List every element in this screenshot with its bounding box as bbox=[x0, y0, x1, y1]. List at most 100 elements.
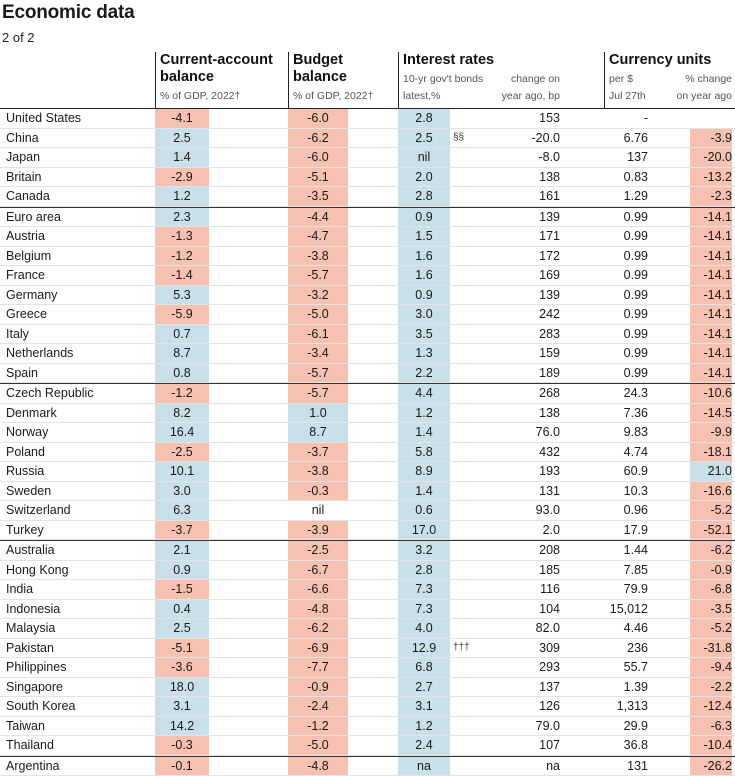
currency-per-dollar-cell: 60.9 bbox=[598, 462, 648, 481]
currency-per-dollar-cell: 24.3 bbox=[598, 384, 648, 403]
country-cell: Denmark bbox=[6, 404, 57, 423]
page-subtitle: 2 of 2 bbox=[2, 30, 35, 45]
current-account-cell: -2.5 bbox=[155, 443, 209, 462]
bond-yield-cell: 3.2 bbox=[398, 541, 450, 560]
bond-yield-cell: 3.1 bbox=[398, 697, 450, 716]
bond-yield-cell: 1.2 bbox=[398, 717, 450, 736]
current-account-cell: 8.7 bbox=[155, 344, 209, 363]
header-rule-current-account bbox=[155, 52, 156, 108]
currency-change-cell: -10.6 bbox=[690, 384, 732, 403]
bond-yield-cell: 0.9 bbox=[398, 286, 450, 305]
budget-balance-cell: -5.0 bbox=[288, 305, 348, 324]
budget-balance-cell: -4.4 bbox=[288, 208, 348, 227]
budget-balance-cell: -6.0 bbox=[288, 148, 348, 167]
currency-change-cell: -14.1 bbox=[690, 247, 732, 266]
currency-change-cell: -14.1 bbox=[690, 266, 732, 285]
budget-balance-cell: -5.7 bbox=[288, 266, 348, 285]
current-account-cell: 2.5 bbox=[155, 129, 209, 148]
yield-change-cell: 76.0 bbox=[500, 423, 560, 442]
bond-yield-cell: 1.6 bbox=[398, 247, 450, 266]
currency-per-dollar-cell: 0.99 bbox=[598, 364, 648, 383]
bond-yield-cell: 4.4 bbox=[398, 384, 450, 403]
header-interest-sub1: 10-yr gov't bonds bbox=[403, 73, 483, 86]
current-account-cell: -1.2 bbox=[155, 384, 209, 403]
current-account-cell: -1.4 bbox=[155, 266, 209, 285]
currency-change-cell: -5.2 bbox=[690, 501, 732, 520]
yield-change-cell: 93.0 bbox=[500, 501, 560, 520]
currency-per-dollar-cell: 0.99 bbox=[598, 227, 648, 246]
yield-change-cell: 172 bbox=[500, 247, 560, 266]
currency-change-cell: -18.1 bbox=[690, 443, 732, 462]
current-account-cell: -3.6 bbox=[155, 658, 209, 677]
currency-change-cell: -31.8 bbox=[690, 639, 732, 658]
budget-balance-cell: -3.4 bbox=[288, 344, 348, 363]
budget-balance-cell: -6.0 bbox=[288, 109, 348, 128]
country-cell: Turkey bbox=[6, 521, 44, 540]
budget-balance-cell: -6.1 bbox=[288, 325, 348, 344]
currency-per-dollar-cell: 0.99 bbox=[598, 266, 648, 285]
currency-per-dollar-cell: 7.36 bbox=[598, 404, 648, 423]
current-account-cell: -1.2 bbox=[155, 247, 209, 266]
current-account-cell: 0.8 bbox=[155, 364, 209, 383]
budget-balance-cell: -4.8 bbox=[288, 757, 348, 776]
country-cell: Japan bbox=[6, 148, 40, 167]
header-currency-chg2: on year ago bbox=[660, 90, 732, 103]
budget-balance-cell: -3.8 bbox=[288, 462, 348, 481]
header-interest-sub2: latest,% bbox=[403, 90, 440, 103]
yield-change-cell: na bbox=[500, 757, 560, 776]
currency-per-dollar-cell: 0.99 bbox=[598, 344, 648, 363]
currency-per-dollar-cell: 4.74 bbox=[598, 443, 648, 462]
country-cell: Taiwan bbox=[6, 717, 45, 736]
yield-change-cell: 104 bbox=[500, 600, 560, 619]
budget-balance-cell: -6.7 bbox=[288, 561, 348, 580]
current-account-cell: 0.7 bbox=[155, 325, 209, 344]
budget-balance-cell: -0.9 bbox=[288, 678, 348, 697]
country-cell: Malaysia bbox=[6, 619, 55, 638]
currency-change-cell: -2.2 bbox=[690, 678, 732, 697]
yield-change-cell: 82.0 bbox=[500, 619, 560, 638]
yield-change-cell: 131 bbox=[500, 482, 560, 501]
currency-change-cell: -9.4 bbox=[690, 658, 732, 677]
budget-balance-cell: -3.5 bbox=[288, 187, 348, 206]
yield-change-cell: 242 bbox=[500, 305, 560, 324]
header-current-account-line2: balance bbox=[160, 69, 214, 86]
budget-balance-cell: -4.7 bbox=[288, 227, 348, 246]
country-cell: India bbox=[6, 580, 33, 599]
yield-change-cell: 208 bbox=[500, 541, 560, 560]
yield-change-cell: 137 bbox=[500, 678, 560, 697]
currency-per-dollar-cell: 7.85 bbox=[598, 561, 648, 580]
bond-yield-cell: 8.9 bbox=[398, 462, 450, 481]
current-account-cell: -0.3 bbox=[155, 736, 209, 755]
current-account-cell: -4.1 bbox=[155, 109, 209, 128]
current-account-cell: 0.4 bbox=[155, 600, 209, 619]
yield-change-cell: 171 bbox=[500, 227, 560, 246]
currency-change-cell bbox=[690, 109, 732, 128]
currency-per-dollar-cell: 29.9 bbox=[598, 717, 648, 736]
budget-balance-cell: -2.4 bbox=[288, 697, 348, 716]
currency-per-dollar-cell: 36.8 bbox=[598, 736, 648, 755]
yield-change-cell: -8.0 bbox=[500, 148, 560, 167]
currency-change-cell: -10.4 bbox=[690, 736, 732, 755]
country-cell: Austria bbox=[6, 227, 45, 246]
currency-per-dollar-cell: 131 bbox=[598, 757, 648, 776]
currency-per-dollar-cell: 1.29 bbox=[598, 187, 648, 206]
yield-change-cell: 293 bbox=[500, 658, 560, 677]
yield-change-cell: 309 bbox=[500, 639, 560, 658]
bond-yield-cell: 2.2 bbox=[398, 364, 450, 383]
bond-yield-cell: 5.8 bbox=[398, 443, 450, 462]
